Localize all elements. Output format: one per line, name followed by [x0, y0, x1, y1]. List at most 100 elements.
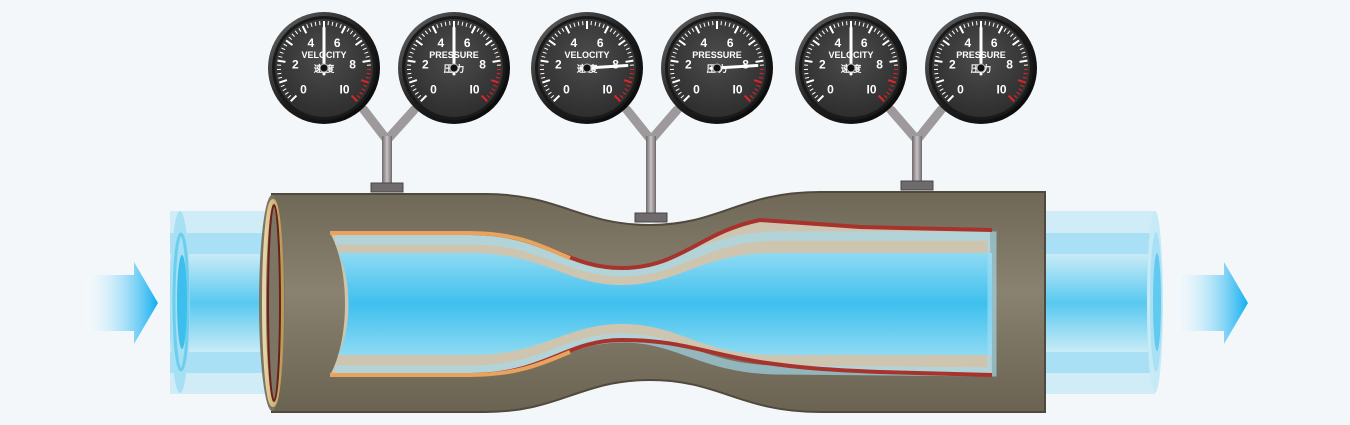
- tick-mark: [361, 88, 366, 92]
- tick-mark: [880, 33, 884, 37]
- tick-mark: [967, 22, 970, 27]
- tick-mark: [609, 28, 613, 32]
- needle-hub: [319, 63, 329, 73]
- tick-mark: [440, 22, 443, 27]
- tick-mark: [804, 59, 813, 63]
- tick-mark: [553, 94, 561, 102]
- tick-mark: [291, 33, 295, 37]
- tick-mark: [495, 55, 500, 58]
- tick-mark: [876, 30, 881, 35]
- tick-mark: [561, 28, 565, 32]
- tick-mark: [407, 59, 416, 63]
- tick-mark: [724, 21, 727, 26]
- tick-mark: [277, 59, 286, 63]
- scale-label: 6: [991, 36, 998, 50]
- tick-mark: [618, 36, 623, 40]
- tick-mark: [277, 72, 282, 75]
- tick-mark: [284, 91, 289, 95]
- tick-mark: [1022, 76, 1027, 79]
- tick-mark: [941, 91, 946, 95]
- tick-mark: [484, 39, 493, 46]
- tick-mark: [812, 39, 821, 46]
- tick-mark: [603, 25, 610, 34]
- tick-mark: [355, 36, 360, 40]
- scale-label: 2: [685, 57, 692, 71]
- tick-mark: [617, 39, 626, 46]
- tick-mark: [554, 33, 558, 37]
- scale-label: 0: [430, 83, 437, 97]
- scale-label: 0: [300, 83, 307, 97]
- needle-hub: [582, 63, 592, 73]
- tick-mark: [804, 72, 809, 75]
- tick-mark: [409, 51, 414, 54]
- tick-mark: [936, 51, 941, 54]
- tick-mark: [279, 51, 284, 54]
- tick-mark: [496, 72, 501, 75]
- tick-mark: [935, 55, 940, 58]
- tick-mark: [677, 91, 682, 95]
- tick-mark: [691, 28, 695, 32]
- tick-mark: [680, 95, 685, 99]
- tick-mark: [671, 79, 681, 84]
- tick-mark: [540, 59, 549, 63]
- tick-mark: [1019, 47, 1024, 51]
- tick-mark: [694, 25, 701, 34]
- tick-mark: [545, 88, 550, 92]
- tick-mark: [306, 24, 309, 29]
- tick-mark: [858, 21, 861, 26]
- tick-mark: [290, 94, 298, 102]
- scale-label: 8: [612, 57, 619, 71]
- tick-mark: [958, 25, 965, 34]
- tick-mark: [547, 91, 552, 95]
- scale-label: 6: [597, 36, 604, 50]
- needle-hub: [976, 63, 986, 73]
- tick-mark: [412, 88, 417, 92]
- tick-mark: [1016, 91, 1021, 95]
- tick-mark: [758, 76, 763, 79]
- scale-label: I0: [339, 83, 349, 97]
- tick-mark: [424, 30, 429, 35]
- tick-mark: [490, 43, 495, 47]
- scale-label: I0: [602, 83, 612, 97]
- tick-mark: [887, 79, 897, 84]
- tick-mark: [491, 88, 496, 92]
- tick-mark: [815, 36, 820, 40]
- tick-mark: [548, 39, 557, 46]
- pressure-gauge-4: 02468I0PRESSURE压 力: [661, 12, 773, 124]
- tick-mark: [622, 91, 627, 95]
- tick-mark: [624, 88, 629, 92]
- tick-mark: [703, 22, 706, 27]
- tick-mark: [417, 95, 422, 99]
- tick-mark: [415, 39, 424, 46]
- tick-mark: [971, 21, 974, 26]
- tick-mark: [992, 22, 995, 27]
- tick-mark: [753, 79, 763, 84]
- tick-mark: [945, 36, 950, 40]
- tick-mark: [755, 59, 764, 63]
- tick-mark: [278, 55, 283, 58]
- tick-mark: [759, 72, 764, 75]
- tick-mark: [742, 30, 747, 35]
- tick-mark: [365, 55, 370, 58]
- tick-mark: [867, 25, 874, 34]
- tick-mark: [699, 24, 702, 29]
- tick-mark: [480, 94, 488, 102]
- pipe-opening: [259, 195, 285, 411]
- scale-label: I0: [866, 83, 876, 97]
- tick-mark: [541, 55, 546, 58]
- tick-mark: [671, 55, 676, 58]
- tick-mark: [476, 28, 480, 32]
- tick-mark: [807, 84, 812, 88]
- tick-mark: [891, 51, 896, 54]
- tick-mark: [821, 30, 826, 35]
- tick-mark: [485, 36, 490, 40]
- tick-mark: [1011, 39, 1020, 46]
- tick-mark: [934, 72, 939, 75]
- tick-mark: [1003, 28, 1007, 32]
- pressure-tap-3: [886, 105, 946, 191]
- tick-mark: [1007, 94, 1015, 102]
- tick-mark: [494, 51, 499, 54]
- tick-mark: [947, 94, 955, 102]
- tick-mark: [627, 51, 632, 54]
- tick-mark: [748, 36, 753, 40]
